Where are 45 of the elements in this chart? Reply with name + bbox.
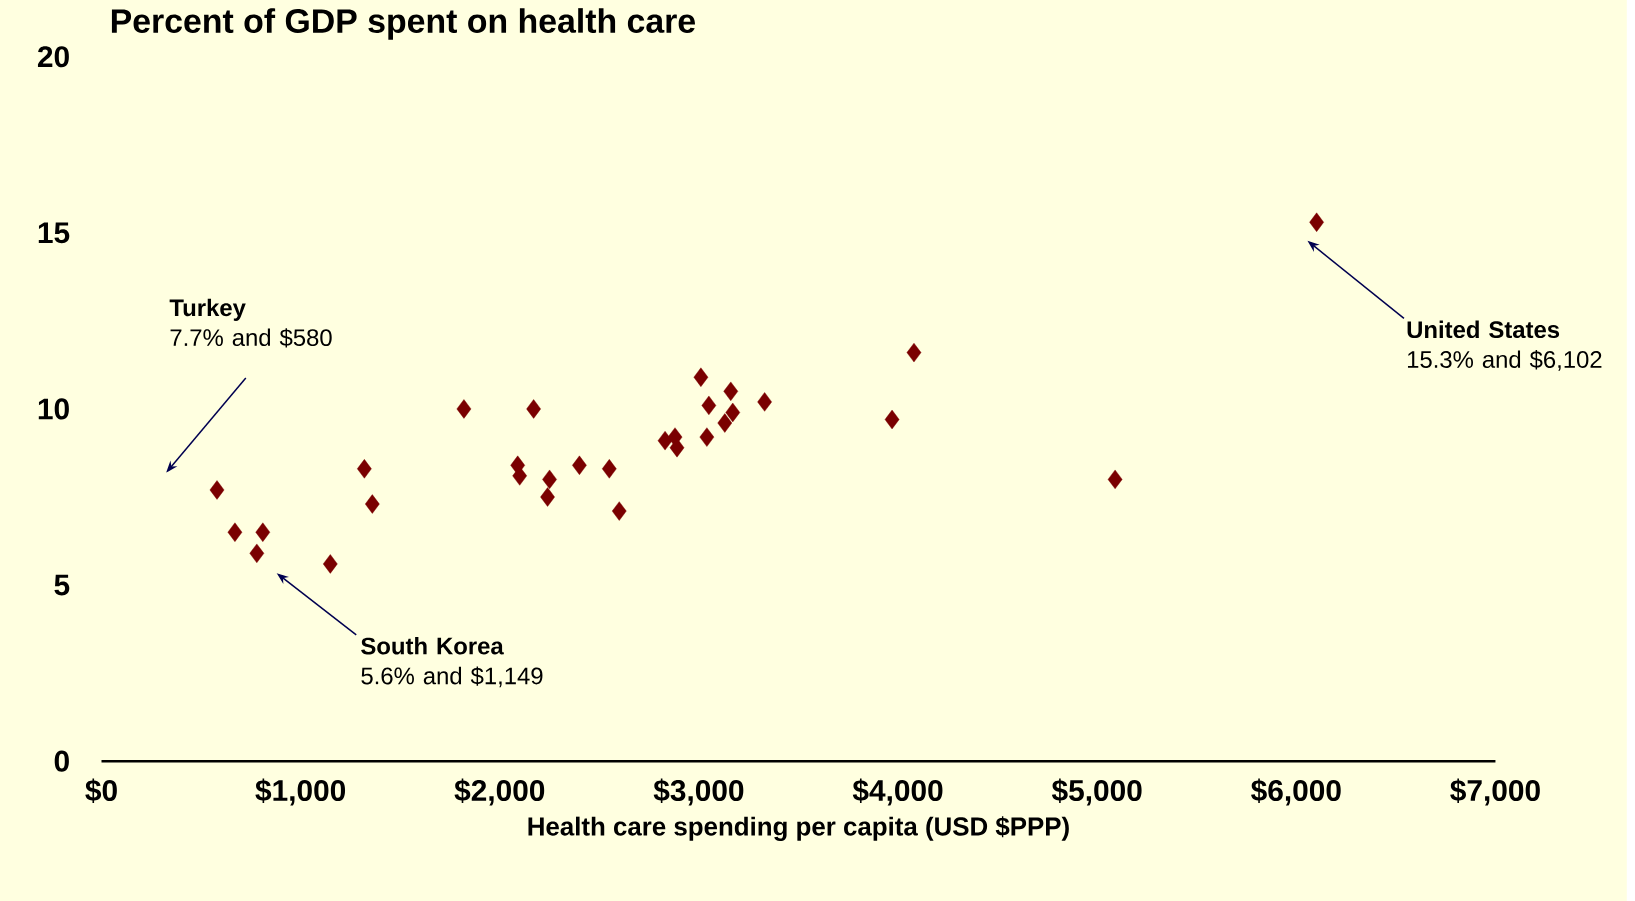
point [540,487,555,507]
y-tick-label: 15 [38,222,70,244]
point [249,543,265,563]
point [323,554,338,574]
point [723,381,739,401]
y-tick-label: 0 [54,750,69,772]
point [699,427,715,447]
point [602,458,617,479]
x-tick-label: $5,000 [1051,778,1142,806]
point [572,455,587,475]
chart-title: Percent of GDP spent on health care [111,7,695,40]
x-tick-label: $1,000 [255,778,346,806]
point [526,399,541,419]
point [725,402,741,422]
x-tick-label: $3,000 [653,778,744,806]
point [542,469,557,489]
y-tick-label: 20 [37,45,69,68]
x-tick-label: $2,000 [454,778,545,806]
point [906,342,922,362]
y-tick-label: 10 [38,398,69,420]
x-tick-label: $7,000 [1450,778,1540,806]
point [209,480,225,500]
point [701,395,717,415]
annotation: South Korea 5.6% and $1,149 [361,636,543,687]
point [255,522,271,542]
point [227,522,243,542]
x-tick-label: $4,000 [852,778,943,806]
point [1309,212,1324,232]
y-tick-label: 5 [54,574,70,596]
annotation: Turkey 7.7% and $580 [169,298,332,348]
point [657,430,673,451]
x-axis-title: Health care spending per capita (USD $PPP) [528,815,1069,841]
point [1107,469,1123,489]
point [456,399,472,419]
point [669,437,685,458]
x-tick-label: $0 [85,778,117,803]
point [757,392,772,412]
point [693,367,709,387]
point [357,458,372,479]
point [717,413,733,433]
x-tick-label: $6,000 [1251,778,1341,806]
point [365,494,380,514]
point [884,409,900,429]
annotation: United States 15.3% and $6,102 [1407,320,1602,371]
point [611,501,627,521]
